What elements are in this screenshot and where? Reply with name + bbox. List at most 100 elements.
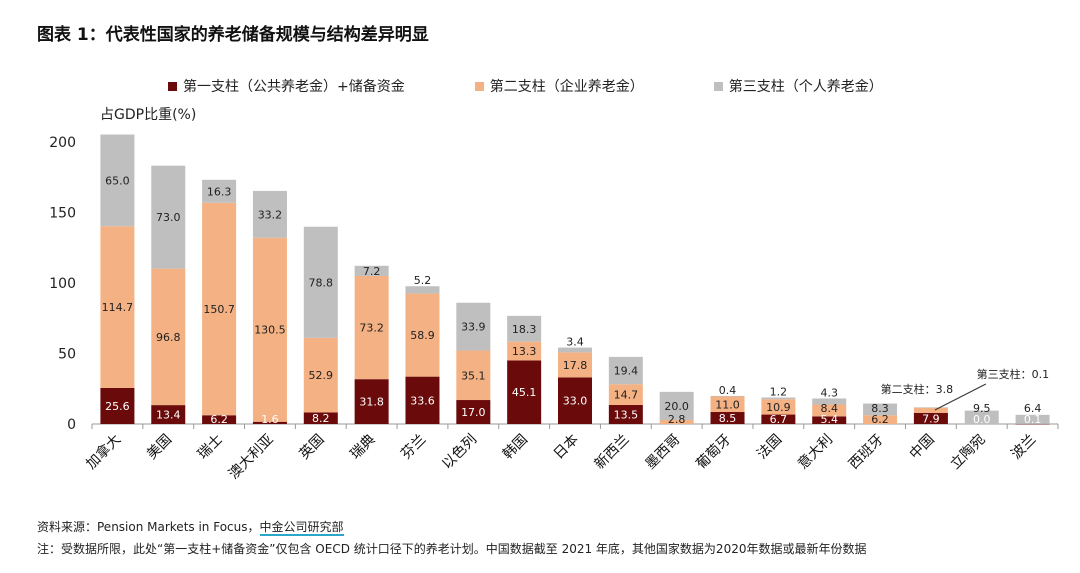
- x-tick-label: 波兰: [1008, 432, 1039, 463]
- data-label: 45.1: [512, 386, 537, 399]
- data-label: 13.3: [512, 345, 537, 358]
- bar-segment: [710, 412, 745, 424]
- legend-label: 第一支柱（公共养老金）+储备资金: [183, 79, 405, 95]
- data-label: 114.7: [102, 301, 134, 314]
- data-label: 73.2: [359, 322, 384, 335]
- bar-segment: [303, 412, 338, 424]
- bar-segment: [456, 400, 491, 424]
- x-tick-label: 意大利: [794, 431, 836, 473]
- data-label: 16.3: [207, 185, 232, 198]
- bar-segment: [405, 376, 440, 424]
- bar-segment: [558, 347, 592, 353]
- bar-segment: [1015, 414, 1050, 424]
- bar-segment: [151, 165, 186, 269]
- bar-segment: [354, 379, 389, 424]
- bar-segment: [558, 377, 592, 424]
- bar-segment: [354, 275, 389, 380]
- data-label: 17.8: [563, 359, 588, 372]
- x-tick-label: 美国: [144, 432, 175, 463]
- annotation: 第三支柱：0.1: [977, 367, 1050, 381]
- bar-segment: [812, 398, 847, 405]
- bar-segment: [863, 403, 898, 416]
- bar-segment: [659, 420, 694, 424]
- bar-segment: [405, 286, 440, 294]
- x-tick-label: 加拿大: [83, 431, 125, 473]
- legend-label: 第三支柱（个人养老金）: [728, 79, 883, 95]
- data-label: 58.9: [410, 329, 435, 342]
- bar-segment: [354, 265, 389, 276]
- data-label: 33.9: [461, 321, 486, 334]
- data-label: 14.7: [614, 389, 639, 402]
- legend-swatch: [713, 81, 723, 91]
- legend-item-1: 第一支柱（公共养老金）+储备资金: [168, 76, 405, 96]
- bar-segment: [761, 397, 796, 400]
- bar-segment: [151, 405, 186, 424]
- data-label: 7.9: [922, 412, 940, 425]
- chart-title: 图表 1：代表性国家的养老储备规模与结构差异明显: [37, 25, 429, 45]
- data-label: 8.4: [820, 402, 838, 415]
- bar-segment: [202, 202, 237, 416]
- bar-segment: [252, 421, 287, 424]
- data-label: 19.4: [614, 365, 639, 378]
- bar-segment: [202, 179, 237, 203]
- bar-segment: [964, 410, 999, 424]
- bar-segment: [710, 395, 745, 397]
- data-label: 7.2: [363, 265, 381, 278]
- data-label: 33.2: [258, 208, 283, 221]
- bar-segment: [100, 387, 135, 424]
- bar-segment: [303, 226, 338, 338]
- bar-segment: [507, 315, 542, 342]
- bar-segment: [507, 341, 542, 361]
- bar-segment: [659, 391, 694, 421]
- bar-segment: [456, 302, 491, 351]
- data-label: 52.9: [309, 369, 334, 382]
- x-tick-label: 葡萄牙: [693, 432, 734, 473]
- source-text: 资料来源：Pension Markets in Focus，: [37, 520, 260, 534]
- legend-item-3: 第三支柱（个人养老金）: [713, 76, 883, 96]
- x-tick-label: 日本: [551, 432, 582, 463]
- y-axis-label: 占GDP比重(%): [100, 107, 197, 123]
- data-label: 6.7: [770, 413, 788, 426]
- legend-swatch: [474, 81, 484, 91]
- data-label: 18.3: [512, 323, 537, 336]
- x-tick-label: 韩国: [500, 432, 531, 463]
- bar-segment: [608, 384, 643, 405]
- source-org-link[interactable]: 中金公司研究部: [259, 520, 344, 536]
- legend-label: 第二支柱（企业养老金）: [489, 79, 644, 95]
- bar-segment: [761, 399, 796, 415]
- x-tick-label: 瑞典: [347, 432, 378, 463]
- bar-segment: [710, 396, 745, 413]
- data-label: 35.1: [461, 369, 486, 382]
- y-tick-label: 100: [49, 276, 76, 292]
- data-label: 33.6: [410, 394, 435, 407]
- bar-segment: [608, 356, 643, 385]
- data-label: 73.0: [156, 211, 181, 224]
- x-tick-label: 澳大利亚: [226, 432, 277, 483]
- x-tick-label: 以色列: [438, 431, 480, 473]
- annotation: 第二支柱：3.8: [881, 382, 954, 396]
- y-tick-label: 150: [49, 206, 76, 222]
- x-tick-label: 英国: [296, 431, 328, 463]
- x-tick-label: 法国: [754, 432, 785, 463]
- bar-segment: [761, 414, 796, 424]
- annotation-line: [934, 383, 987, 411]
- data-label: 0.1: [1024, 413, 1042, 426]
- bar-segment: [507, 360, 542, 424]
- x-tick-label: 墨西哥: [643, 432, 684, 473]
- data-label: 8.3: [871, 402, 889, 415]
- x-tick-label: 瑞士: [195, 432, 226, 463]
- data-label: 8.2: [312, 412, 330, 425]
- bar-segment: [558, 352, 592, 378]
- bar-segment: [252, 237, 287, 422]
- bar-segment: [913, 407, 948, 413]
- data-label: 31.8: [359, 396, 384, 409]
- bar-segment: [812, 404, 847, 417]
- bar-segment: [812, 416, 847, 424]
- bar-segment: [1015, 423, 1050, 425]
- data-label: 0.0: [973, 413, 991, 426]
- data-label: 65.0: [105, 174, 130, 187]
- data-label: 9.5: [973, 402, 991, 415]
- data-label: 96.8: [156, 331, 181, 344]
- source-note: 资料来源：Pension Markets in Focus，中金公司研究部: [37, 518, 344, 536]
